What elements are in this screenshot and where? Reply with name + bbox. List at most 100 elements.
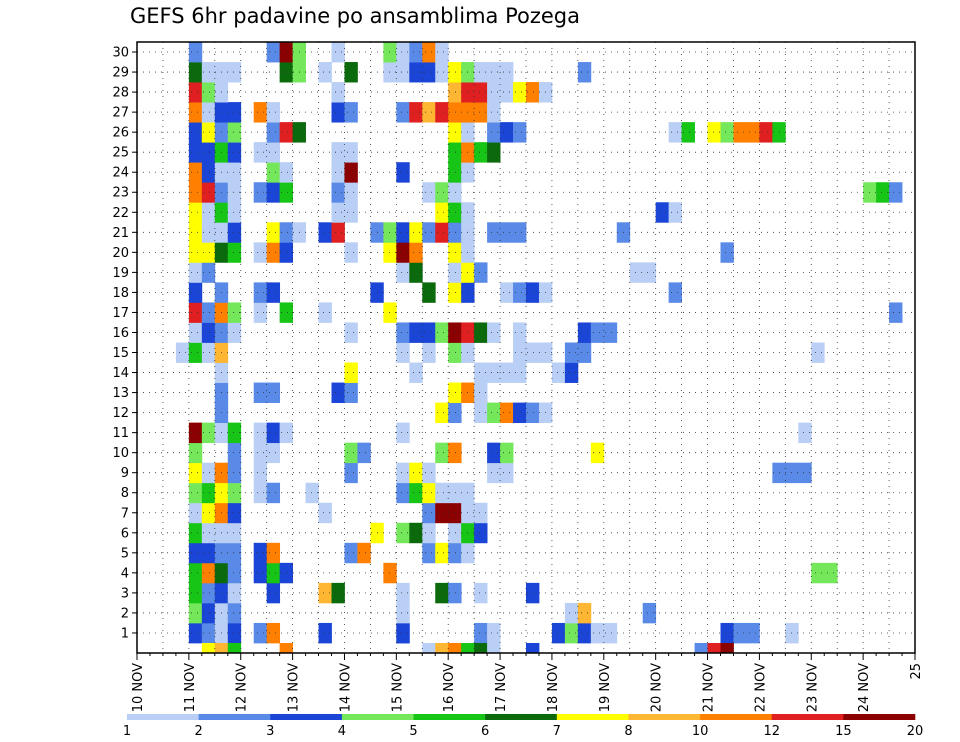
- heatmap-cell: [448, 482, 462, 504]
- heatmap-cell: [474, 62, 488, 83]
- heatmap-cell: [266, 422, 281, 444]
- heatmap-cell: [500, 362, 514, 383]
- heatmap-cell: [188, 322, 203, 343]
- heatmap-cell: [603, 322, 618, 343]
- heatmap-cell: [474, 382, 488, 403]
- heatmap-cell: [422, 642, 436, 654]
- heatmap-cell: [526, 582, 540, 604]
- heatmap-cell: [513, 402, 527, 424]
- heatmap-cell: [551, 622, 566, 644]
- heatmap-cell: [396, 162, 410, 183]
- heatmap-cell: [422, 282, 436, 303]
- heatmap-cell: [409, 362, 423, 383]
- y-tick-label: 9: [121, 466, 129, 481]
- heatmap-cell: [331, 162, 345, 183]
- y-tick-label: 2: [121, 606, 129, 621]
- heatmap-cell: [500, 62, 514, 83]
- heatmap-cell: [733, 122, 747, 143]
- heatmap-cell: [577, 62, 592, 83]
- heatmap-cell: [474, 402, 488, 424]
- heatmap-cell: [474, 522, 488, 544]
- heatmap-cell: [188, 82, 203, 103]
- heatmap-cell: [344, 362, 358, 383]
- heatmap-cell: [513, 282, 527, 303]
- heatmap-cell: [487, 642, 501, 654]
- y-tick-label: 15: [112, 346, 129, 361]
- heatmap-cell: [266, 282, 281, 303]
- heatmap-cell: [487, 222, 501, 243]
- heatmap-cell: [266, 382, 281, 403]
- heatmap-cell: [474, 262, 488, 283]
- heatmap-cell: [396, 482, 410, 504]
- heatmap-cell: [318, 302, 332, 323]
- heatmap-cell: [785, 622, 799, 644]
- heatmap-cell: [474, 102, 488, 123]
- heatmap-cell: [201, 262, 216, 283]
- heatmap-cell: [188, 42, 203, 63]
- heatmap-cell: [344, 142, 358, 163]
- heatmap-cell: [474, 502, 488, 524]
- y-tick-label: 3: [121, 586, 129, 601]
- heatmap-cell: [279, 562, 293, 584]
- y-tick-label: 24: [112, 166, 129, 181]
- heatmap-cell: [474, 322, 488, 343]
- heatmap-cell: [487, 362, 501, 383]
- heatmap-cell: [188, 102, 203, 123]
- heatmap-cell: [279, 222, 293, 243]
- heatmap-cell: [590, 322, 605, 343]
- heatmap-cell: [201, 502, 216, 524]
- heatmap-cell: [383, 42, 397, 63]
- colorbar-swatch: [341, 714, 414, 720]
- heatmap-cell: [227, 182, 242, 203]
- heatmap-cell: [435, 582, 449, 604]
- colorbar-label: 12: [763, 724, 780, 739]
- heatmap-cell: [513, 122, 527, 143]
- heatmap-cell: [474, 642, 488, 654]
- x-tick-label: 24 NOV: [857, 663, 872, 712]
- x-tick-label: 10 NOV: [131, 663, 146, 712]
- heatmap-cell: [188, 342, 203, 363]
- heatmap-cell: [188, 162, 203, 183]
- heatmap-cell: [227, 242, 242, 263]
- heatmap-cell: [253, 542, 268, 564]
- heatmap-cell: [201, 522, 216, 544]
- heatmap-cell: [461, 642, 475, 654]
- heatmap-cell: [487, 122, 501, 143]
- heatmap-cell: [227, 122, 242, 143]
- heatmap-cell: [383, 62, 397, 83]
- heatmap-cell: [201, 62, 216, 83]
- heatmap-cell: [188, 302, 203, 323]
- heatmap-cell: [227, 202, 242, 223]
- heatmap-cell: [201, 122, 216, 143]
- heatmap-cell: [344, 162, 358, 183]
- colorbar-swatch: [556, 714, 629, 720]
- heatmap-cell: [227, 642, 242, 654]
- heatmap-cell: [188, 482, 203, 504]
- heatmap-cell: [227, 142, 242, 163]
- heatmap-cell: [344, 62, 358, 83]
- heatmap-cell: [318, 62, 332, 83]
- heatmap-cell: [253, 242, 268, 263]
- heatmap-cell: [889, 182, 903, 203]
- heatmap-cell: [188, 462, 203, 484]
- colorbar-swatch: [485, 714, 558, 720]
- colorbar-swatch: [771, 714, 844, 720]
- heatmap-cell: [435, 322, 449, 343]
- heatmap-cell: [759, 122, 773, 143]
- heatmap-cell: [435, 202, 449, 223]
- x-tick-label: 11 NOV: [183, 663, 198, 712]
- heatmap-cell: [526, 82, 540, 103]
- heatmap-cell: [513, 362, 527, 383]
- heatmap-cell: [188, 522, 203, 544]
- heatmap-cell: [344, 382, 358, 403]
- heatmap-cell: [642, 262, 657, 283]
- heatmap-cell: [201, 222, 216, 243]
- heatmap-cell: [266, 222, 281, 243]
- heatmap-cell: [409, 262, 423, 283]
- y-tick-label: 11: [112, 426, 129, 441]
- heatmap-cell: [266, 442, 281, 464]
- heatmap-cell: [824, 562, 838, 584]
- y-tick-label: 25: [112, 146, 129, 161]
- heatmap-cell: [681, 122, 695, 143]
- heatmap-cell: [357, 542, 371, 564]
